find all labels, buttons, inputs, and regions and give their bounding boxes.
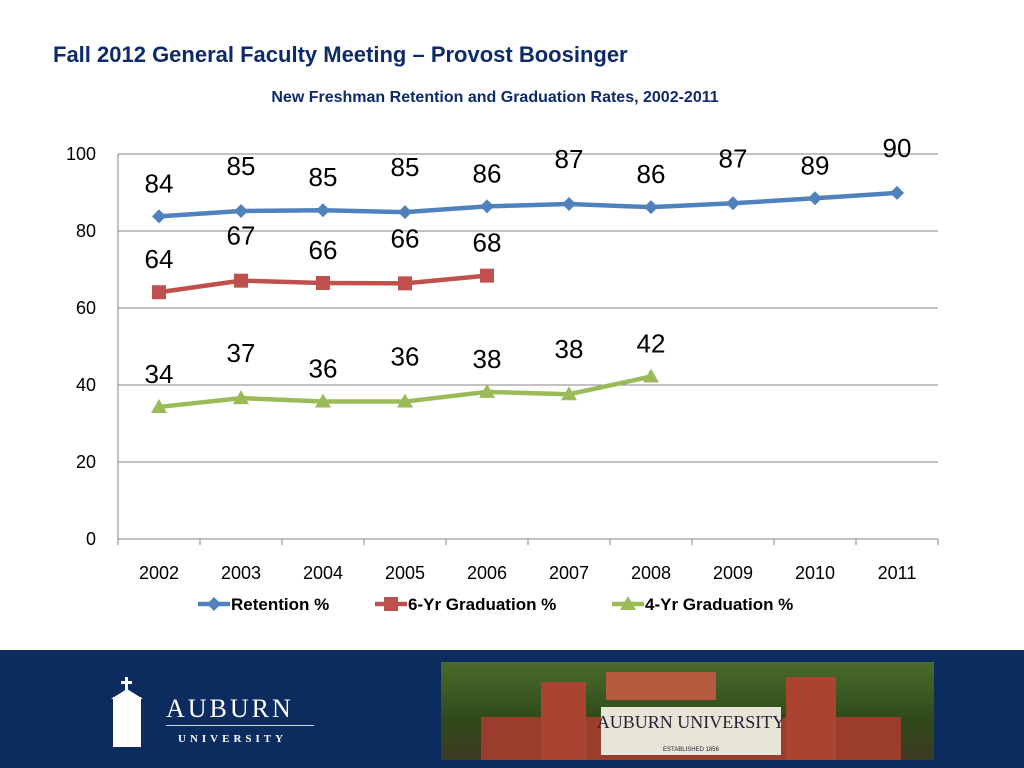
data-label: 36 [309, 354, 338, 384]
logo-subtext: UNIVERSITY [178, 733, 287, 745]
auburn-logo: AUBURN UNIVERSITY [111, 677, 314, 747]
data-label: 42 [637, 329, 666, 359]
data-label: 90 [883, 133, 912, 163]
data-label: 38 [555, 334, 584, 364]
x-tick-label: 2003 [221, 563, 261, 583]
legend-label: 4-Yr Graduation % [645, 595, 793, 614]
data-point [316, 203, 330, 218]
x-tick-label: 2006 [467, 563, 507, 583]
series-line-0 [158, 190, 898, 219]
data-label: 38 [473, 344, 502, 374]
data-label: 67 [227, 221, 256, 251]
data-point [726, 196, 740, 211]
data-point [398, 205, 412, 220]
data-label: 64 [145, 244, 174, 274]
x-tick-label: 2011 [878, 563, 917, 583]
data-label: 37 [227, 338, 256, 368]
data-point [890, 185, 904, 200]
y-tick-label: 20 [76, 452, 96, 472]
legend-label: 6-Yr Graduation % [408, 595, 556, 614]
data-point [562, 197, 576, 212]
data-label: 66 [391, 223, 420, 253]
data-label: 68 [473, 228, 502, 258]
data-point [233, 390, 249, 405]
legend-marker [207, 597, 221, 611]
data-label: 87 [555, 144, 584, 174]
data-label: 84 [145, 168, 174, 198]
data-label: 85 [309, 162, 338, 192]
data-point [234, 273, 248, 288]
data-label: 89 [801, 150, 830, 180]
legend-marker [620, 596, 636, 610]
data-label: 66 [309, 235, 338, 265]
legend-marker [384, 597, 398, 611]
y-tick-label: 0 [86, 529, 96, 549]
data-point [152, 285, 166, 300]
data-label: 87 [719, 143, 748, 173]
x-tick-label: 2005 [385, 563, 425, 583]
data-point [643, 368, 659, 383]
x-tick-label: 2004 [303, 563, 343, 583]
campus-gate-photo: AUBURN UNIVERSITY ESTABLISHED 1856 [441, 662, 934, 760]
x-tick-label: 2007 [549, 563, 589, 583]
slide-title: Fall 2012 General Faculty Meeting – Prov… [53, 42, 628, 67]
y-tick-label: 80 [76, 221, 96, 241]
data-point [315, 393, 331, 408]
data-label: 36 [391, 342, 420, 372]
clock-tower-icon [111, 677, 143, 747]
x-tick-label: 2002 [139, 563, 179, 583]
data-point [480, 199, 494, 214]
sign-text: AUBURN UNIVERSITY [597, 712, 786, 732]
data-point [808, 191, 822, 206]
data-label: 34 [145, 359, 174, 389]
x-tick-label: 2008 [631, 563, 671, 583]
data-point [561, 386, 577, 401]
data-label: 86 [473, 158, 502, 188]
data-point [644, 200, 658, 215]
y-tick-label: 60 [76, 298, 96, 318]
data-point [151, 398, 167, 413]
x-tick-label: 2010 [795, 563, 835, 583]
data-label: 85 [391, 152, 420, 182]
data-label: 86 [637, 159, 666, 189]
data-point [234, 203, 248, 218]
chart-title: New Freshman Retention and Graduation Ra… [271, 89, 719, 106]
line-chart: 0 20 40 60 80 100 2002 2003 2004 2005 2006 2007 2008… [66, 133, 939, 614]
data-point [398, 276, 412, 291]
legend-label: Retention % [231, 595, 329, 614]
data-point [316, 275, 330, 290]
data-point [479, 383, 495, 398]
sign-established: ESTABLISHED 1856 [663, 747, 720, 753]
data-point [152, 209, 166, 224]
x-tick-label: 2009 [713, 563, 753, 583]
data-point [397, 393, 413, 408]
y-tick-label: 40 [76, 375, 96, 395]
data-label: 85 [227, 151, 256, 181]
data-point [480, 268, 494, 283]
logo-text: AUBURN [166, 694, 294, 723]
y-tick-label: 100 [66, 144, 96, 164]
